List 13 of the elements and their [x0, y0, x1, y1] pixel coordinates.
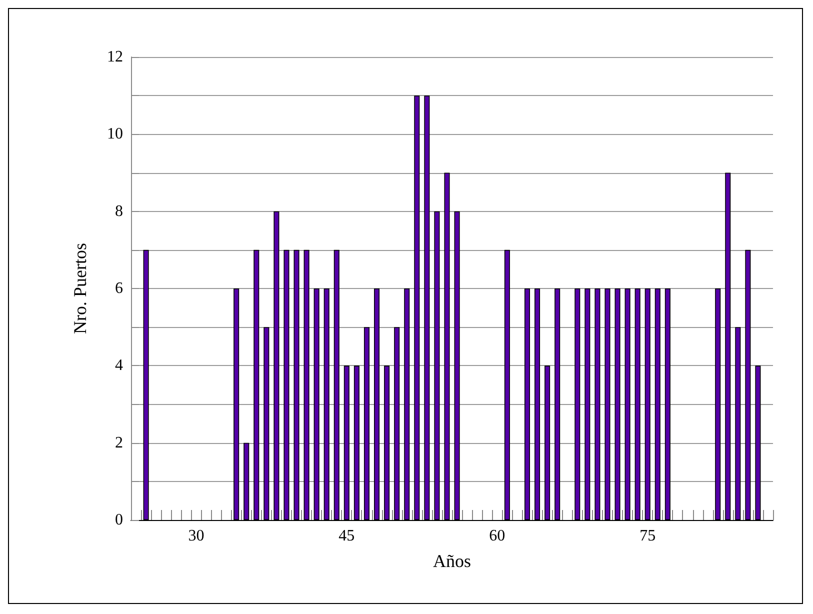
y-tick-label: 10	[107, 126, 123, 143]
y-tick-label: 12	[107, 48, 123, 66]
y-tick-label: 0	[115, 512, 123, 528]
y-tick-label: 8	[115, 202, 123, 220]
x-axis-title: Años	[432, 551, 472, 571]
x-tick-label: 45	[338, 528, 355, 544]
y-axis-title: Nro. Puertos	[70, 243, 90, 334]
y-tick-label: 2	[115, 434, 123, 452]
x-tick-label: 30	[188, 528, 204, 544]
x-tick-label: 60	[489, 528, 506, 544]
x-tick-label: 75	[640, 528, 656, 544]
y-tick-label: 4	[115, 357, 123, 374]
y-tick-label: 6	[115, 280, 123, 297]
